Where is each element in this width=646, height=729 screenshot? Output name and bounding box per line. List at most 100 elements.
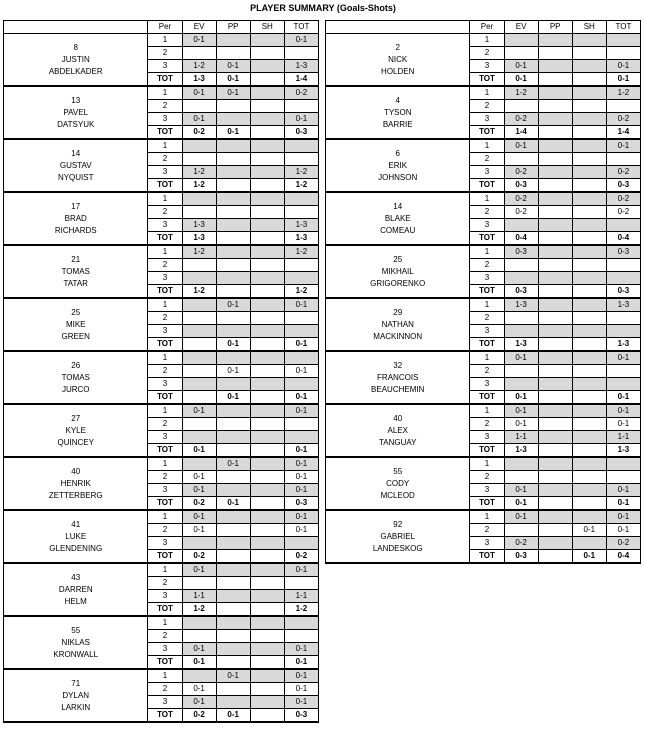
sh-cell: 0-1 — [571, 549, 607, 564]
period-cell: 2 — [147, 364, 183, 378]
table-row: 55 CODY MCLEOD 1 — [324, 456, 642, 511]
table-row: 2 0-1 0-1 — [326, 523, 642, 537]
sh-cell — [571, 284, 607, 299]
sh-cell — [249, 324, 285, 338]
period-cell: 2 — [147, 629, 183, 643]
period-cell: TOT — [469, 72, 505, 87]
player-last: ABDELKADER — [48, 66, 103, 76]
period-cell: TOT — [469, 337, 505, 352]
sh-cell — [249, 350, 285, 365]
tot-cell: 0-1 — [283, 112, 320, 126]
player-cell: 40 ALEX TANGUAY — [324, 403, 471, 458]
sh-cell — [571, 271, 607, 285]
ev-cell: 0-1 — [503, 390, 539, 405]
tot-cell — [283, 324, 320, 338]
pp-cell — [537, 377, 573, 391]
player-cell: 6 ERIK JOHNSON — [324, 138, 471, 193]
pp-cell — [215, 615, 251, 630]
period-cell: TOT — [469, 125, 505, 140]
player-first: CODY — [386, 478, 410, 488]
player-number: 92 — [393, 519, 403, 529]
table-row: TOT 1-2 1-2 — [4, 284, 320, 299]
sh-cell — [571, 59, 607, 73]
ev-cell — [181, 576, 217, 590]
ev-cell: 0-3 — [503, 178, 539, 193]
page-title: PLAYER SUMMARY (Goals-Shots) — [250, 3, 396, 13]
sh-cell — [571, 138, 607, 153]
player-first: ERIK — [388, 160, 408, 170]
table-row: 55 NIKLAS KRONWALL 1 — [2, 615, 320, 670]
ev-cell: 0-2 — [181, 708, 217, 723]
pp-cell — [537, 218, 573, 232]
sh-cell — [571, 244, 607, 259]
player-number: 27 — [71, 413, 81, 423]
tot-cell: 0-2 — [605, 536, 642, 550]
player-cell: 13 PAVEL DATSYUK — [2, 85, 149, 140]
pp-cell — [537, 364, 573, 378]
ev-cell — [503, 364, 539, 378]
table-row: 2 — [4, 99, 320, 113]
sh-cell — [571, 85, 607, 100]
sh-cell — [571, 456, 607, 471]
tot-cell: 0-2 — [605, 112, 642, 126]
table-row: TOT 0-3 0-1 0-4 — [326, 549, 642, 564]
table-row: TOT 1-3 1-3 — [326, 443, 642, 458]
table-row: TOT 0-1 0-1 — [4, 655, 320, 670]
table-row: 3 — [4, 536, 320, 550]
tot-cell — [283, 191, 320, 206]
player-first: DARREN — [58, 584, 93, 594]
player-last: GREEN — [61, 331, 90, 341]
pp-cell — [215, 470, 251, 484]
sh-cell — [249, 483, 285, 497]
sh-cell — [571, 364, 607, 378]
period-cell: TOT — [469, 390, 505, 405]
table-row: 40 HENRIK ZETTERBERG 1 0-1 0-1 — [2, 456, 320, 511]
table-row: 2 — [326, 364, 642, 378]
pp-cell — [215, 536, 251, 550]
ev-cell: 0-1 — [503, 59, 539, 73]
header-tot: TOT — [283, 20, 320, 34]
period-cell: 3 — [469, 112, 505, 126]
sh-cell — [249, 33, 285, 47]
period-cell: TOT — [147, 178, 183, 193]
table-row: 6 ERIK JOHNSON 1 0-1 0-1 — [324, 138, 642, 193]
period-cell: 2 — [147, 258, 183, 272]
tot-cell — [283, 536, 320, 550]
sh-cell — [249, 337, 285, 352]
period-cell: 2 — [469, 470, 505, 484]
ev-cell: 0-1 — [181, 33, 217, 47]
sh-cell — [571, 496, 607, 511]
sh-cell — [571, 311, 607, 325]
tot-cell: 0-1 — [283, 642, 320, 656]
period-cell: 1 — [147, 562, 183, 577]
tot-cell: 0-1 — [283, 297, 320, 312]
table-row: 3 1-3 1-3 — [4, 218, 320, 232]
table-row: TOT 0-4 0-4 — [326, 231, 642, 246]
sh-cell — [249, 536, 285, 550]
ev-cell: 0-1 — [181, 655, 217, 670]
tot-cell: 0-4 — [605, 231, 642, 246]
player-last: BEAUCHEMIN — [371, 384, 425, 394]
period-cell: 3 — [147, 695, 183, 709]
ev-cell — [181, 311, 217, 325]
period-cell: TOT — [147, 125, 183, 140]
tot-cell — [605, 324, 642, 338]
sh-cell — [571, 33, 607, 47]
tot-cell — [283, 430, 320, 444]
pp-cell — [537, 59, 573, 73]
player-first: NATHAN — [381, 319, 414, 329]
player-first: MIKHAIL — [381, 266, 414, 276]
pp-cell — [537, 191, 573, 206]
sh-cell — [249, 456, 285, 471]
sh-cell — [249, 403, 285, 418]
player-number: 55 — [393, 466, 403, 476]
tot-cell — [283, 258, 320, 272]
sh-cell — [571, 99, 607, 113]
ev-cell — [181, 258, 217, 272]
player-number: 71 — [71, 678, 81, 688]
period-cell: 2 — [147, 523, 183, 537]
player-last: RICHARDS — [54, 225, 97, 235]
tot-cell: 1-2 — [605, 85, 642, 100]
left-player-rows: 8 JUSTIN ABDELKADER 1 0-1 0-1 2 3 1-2 0-1 1-3 TOT 1-… — [2, 33, 320, 723]
period-cell: 3 — [469, 430, 505, 444]
